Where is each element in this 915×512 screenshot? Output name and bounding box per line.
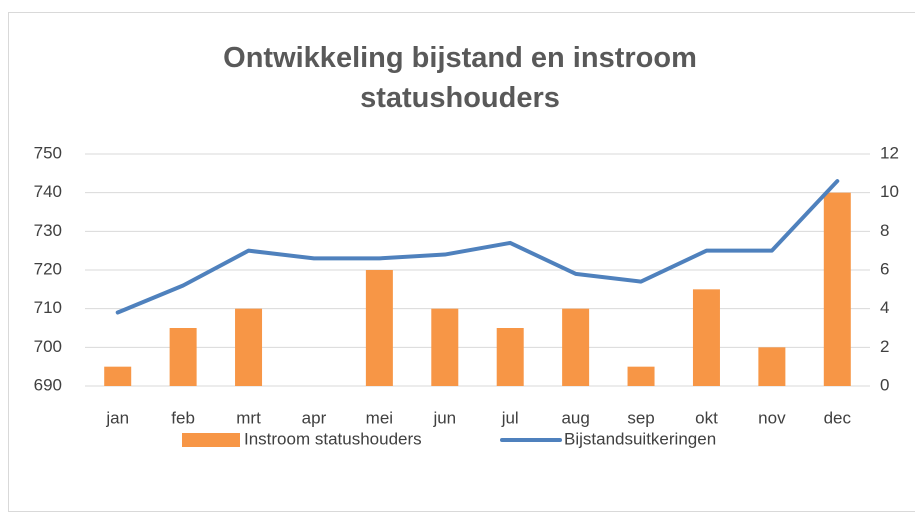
- x-tick-label: nov: [758, 408, 786, 427]
- x-tick-label: dec: [824, 408, 852, 427]
- x-tick-label: okt: [695, 408, 718, 427]
- bar: [823, 192, 851, 386]
- bar: [758, 347, 786, 386]
- y2-tick-label: 8: [880, 221, 889, 240]
- x-tick-label: feb: [171, 408, 195, 427]
- legend-label: Bijstandsuitkeringen: [564, 429, 716, 448]
- x-tick-label: jul: [501, 408, 519, 427]
- y-tick-label: 690: [34, 375, 62, 394]
- y2-tick-label: 12: [880, 143, 899, 162]
- x-tick-label: mrt: [236, 408, 261, 427]
- legend-swatch: [182, 433, 240, 447]
- y-tick-label: 740: [34, 182, 62, 201]
- y2-tick-label: 0: [880, 375, 889, 394]
- y2-tick-label: 6: [880, 259, 889, 278]
- x-tick-label: aug: [561, 408, 589, 427]
- y-tick-label: 750: [34, 143, 62, 162]
- bar: [235, 308, 263, 386]
- x-tick-label: jun: [432, 408, 456, 427]
- legend-label: Instroom statushouders: [244, 429, 422, 448]
- x-tick-label: apr: [302, 408, 327, 427]
- page: {"chart_data": {"type": "bar-line", "tit…: [8, 12, 915, 512]
- y-tick-label: 720: [34, 259, 62, 278]
- x-tick-label: mei: [366, 408, 393, 427]
- y-tick-label: 710: [34, 298, 62, 317]
- y-tick-label: 730: [34, 221, 62, 240]
- bar: [692, 289, 720, 386]
- y2-tick-label: 4: [880, 298, 889, 317]
- bar: [365, 270, 393, 386]
- bar: [431, 308, 459, 386]
- chart: 690 700 710 720 730 740 750 0 2 4 6 8 10 12 jan feb mrt a…: [34, 143, 899, 448]
- bar: [104, 366, 132, 386]
- bar: [496, 328, 524, 386]
- y-tick-label: 700: [34, 337, 62, 356]
- y2-tick-label: 10: [880, 182, 899, 201]
- y2-tick-label: 2: [880, 337, 889, 356]
- bar: [627, 366, 655, 386]
- bar: [169, 328, 197, 386]
- bar: [562, 308, 590, 386]
- x-tick-label: jan: [105, 408, 129, 427]
- line: [115, 179, 840, 315]
- chart-title: Ontwikkeling bijstand en instroom status…: [223, 42, 697, 114]
- x-tick-label: sep: [627, 408, 654, 427]
